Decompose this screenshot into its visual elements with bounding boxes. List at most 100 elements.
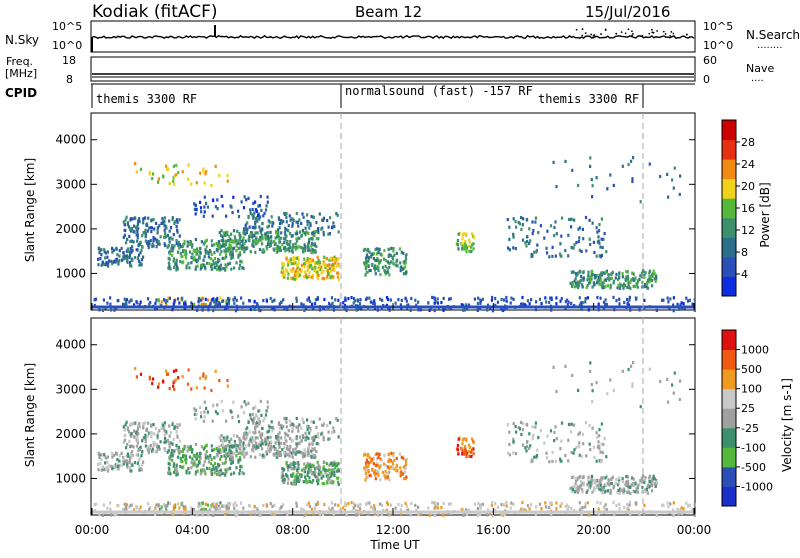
data-cell (555, 437, 558, 441)
data-cell (144, 235, 147, 239)
data-cell (653, 482, 656, 486)
data-cell (291, 453, 294, 458)
data-cell (229, 443, 232, 447)
data-cell (296, 468, 299, 472)
data-cell (283, 240, 286, 245)
data-cell (318, 261, 322, 265)
data-cell (579, 270, 582, 274)
data-cell (221, 471, 224, 476)
data-cell (461, 442, 464, 446)
data-cell (148, 242, 151, 246)
data-cell (303, 448, 306, 452)
data-cell (308, 464, 311, 468)
data-cell (224, 268, 227, 272)
data-cell (306, 470, 309, 474)
data-cell (240, 200, 243, 204)
data-cell (227, 262, 230, 266)
data-cell (213, 243, 216, 247)
data-cell (230, 232, 233, 236)
data-cell (171, 422, 174, 427)
data-cell (163, 220, 166, 224)
data-cell (135, 227, 138, 232)
data-cell (621, 480, 624, 484)
data-cell (177, 445, 180, 449)
data-cell (672, 514, 675, 518)
data-cell (306, 257, 309, 261)
data-cell (399, 474, 402, 478)
data-cell (306, 213, 309, 217)
data-cell (296, 245, 299, 249)
data-cell (231, 250, 234, 254)
data-cell (230, 256, 233, 260)
data-cell (135, 432, 138, 437)
nsearch-point (664, 33, 667, 35)
data-cell (318, 513, 322, 517)
data-cell (194, 265, 198, 269)
data-cell (218, 174, 221, 178)
data-cell (464, 450, 467, 455)
data-cell (625, 474, 628, 479)
data-cell (172, 179, 175, 183)
data-cell (313, 435, 316, 439)
data-cell (593, 283, 596, 287)
data-cell (239, 236, 242, 240)
data-cell (283, 416, 286, 420)
data-cell (376, 257, 379, 261)
data-cell (598, 241, 601, 245)
data-cell (110, 513, 113, 517)
data-cell (628, 503, 631, 507)
data-cell (129, 451, 132, 456)
data-cell (146, 434, 149, 438)
data-cell (123, 427, 126, 431)
data-cell (285, 242, 289, 246)
data-cell (314, 302, 317, 306)
data-cell (571, 487, 575, 492)
data-cell (208, 467, 211, 471)
data-cell (148, 377, 151, 381)
data-cell (205, 238, 208, 242)
data-cell (107, 259, 111, 263)
data-cell (163, 228, 166, 232)
data-cell (250, 231, 253, 235)
data-cell (598, 229, 601, 233)
data-cell (122, 425, 125, 429)
data-cell (598, 428, 601, 432)
velocity-points (92, 361, 696, 518)
data-cell (157, 447, 160, 451)
data-cell (197, 502, 200, 506)
data-cell (456, 243, 460, 247)
data-cell (473, 297, 476, 301)
data-cell (144, 239, 147, 243)
data-cell (174, 378, 177, 382)
data-cell (564, 364, 567, 368)
data-cell (231, 460, 235, 464)
data-cell (597, 513, 600, 517)
data-cell (192, 463, 195, 467)
data-cell (611, 475, 614, 479)
data-cell (307, 445, 311, 450)
data-cell (277, 442, 280, 446)
data-cell (168, 181, 171, 185)
data-cell (183, 454, 186, 458)
data-cell (164, 505, 167, 509)
data-cell (374, 477, 377, 481)
data-cell (649, 480, 652, 484)
data-cell (172, 257, 176, 261)
data-cell (233, 234, 236, 239)
data-cell (625, 269, 628, 274)
data-cell (227, 504, 231, 508)
data-cell (184, 505, 187, 509)
data-cell (588, 218, 591, 222)
data-cell (226, 173, 229, 178)
data-cell (129, 434, 133, 438)
data-cell (392, 452, 395, 456)
data-cell (138, 303, 141, 307)
data-cell (317, 435, 320, 440)
data-cell (301, 212, 304, 216)
data-cell (578, 248, 581, 252)
data-cell (219, 468, 223, 472)
data-cell (560, 421, 564, 425)
data-cell (213, 471, 216, 475)
data-cell (136, 233, 139, 237)
data-cell (249, 455, 252, 459)
